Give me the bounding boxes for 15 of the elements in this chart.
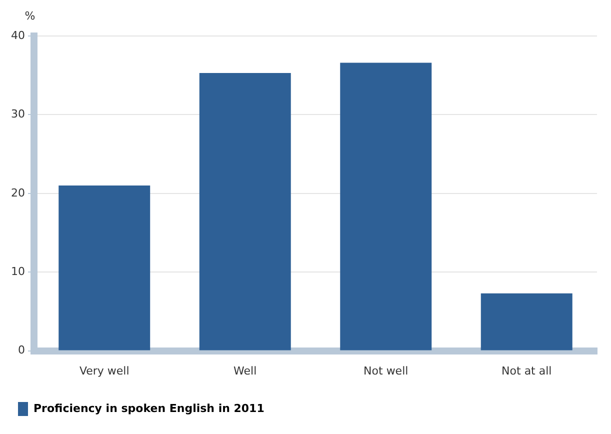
x-tick-label: Well bbox=[234, 364, 257, 378]
y-tick-label: 10 bbox=[10, 264, 25, 278]
y-tick-label: 0 bbox=[18, 344, 25, 357]
bar bbox=[340, 62, 432, 350]
bar bbox=[199, 72, 291, 350]
y-tick-label: 30 bbox=[10, 108, 25, 121]
bar bbox=[58, 186, 150, 350]
y-tick-label: 40 bbox=[10, 28, 25, 42]
x-tick-label: Not at all bbox=[502, 364, 552, 378]
x-tick-label: Not well bbox=[364, 364, 408, 378]
bar bbox=[480, 293, 572, 350]
y-axis-title: % bbox=[24, 9, 36, 22]
x-tick-label: Very well bbox=[79, 364, 130, 378]
legend-label: Proficiency in spoken English in 2011 bbox=[34, 402, 264, 415]
y-tick-label: 20 bbox=[10, 186, 25, 200]
